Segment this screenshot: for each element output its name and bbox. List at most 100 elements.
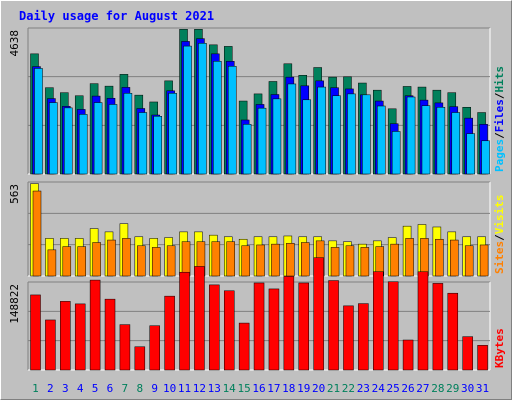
pages-bar — [272, 98, 282, 175]
sites-bar — [32, 190, 42, 277]
kbytes-bar — [60, 301, 71, 371]
pages-bar — [287, 83, 297, 175]
legend-entry: Hits — [493, 66, 506, 93]
x-tick-label: 20 — [312, 382, 325, 395]
pages-bar — [168, 93, 177, 175]
kbytes-bar — [402, 339, 414, 371]
legend-entry: / — [493, 92, 506, 99]
kbytes-bar — [45, 319, 56, 371]
pages-bar — [213, 61, 222, 175]
x-tick-label: 6 — [107, 382, 114, 395]
legend-visits-sites: Sites/Visits — [493, 195, 506, 275]
sites-bar — [151, 247, 161, 277]
x-tick-label: 28 — [431, 382, 444, 395]
sites-bar — [301, 242, 310, 277]
x-tick-label: 9 — [151, 382, 158, 395]
sites-bar — [479, 244, 489, 277]
sites-bar — [405, 238, 414, 277]
x-tick-label: 17 — [267, 382, 280, 395]
x-tick-label: 22 — [342, 382, 355, 395]
sites-bar — [241, 245, 250, 277]
ymax-label-visits-sites: 563 — [8, 184, 21, 204]
x-tick-label: 2 — [47, 382, 54, 395]
sites-bar — [107, 239, 116, 277]
pages-bar — [242, 124, 252, 175]
pages-bar — [123, 93, 133, 175]
sites-bar — [435, 238, 444, 277]
kbytes-bar — [238, 322, 250, 371]
pages-bar — [93, 102, 103, 175]
x-tick-label: 18 — [282, 382, 295, 395]
kbytes-bar — [373, 271, 384, 371]
x-tick-label: 13 — [208, 382, 221, 395]
x-tick-label: 12 — [193, 382, 206, 395]
sites-bar — [226, 241, 235, 277]
sites-bar — [211, 241, 221, 277]
legend-kbytes: KBytes — [493, 328, 506, 368]
kbytes-bar — [313, 257, 324, 371]
legend-entry: Visits — [493, 195, 506, 235]
kbytes-bar — [298, 282, 310, 371]
pages-bar — [257, 107, 267, 175]
kbytes-bar — [462, 336, 473, 371]
x-tick-label: 25 — [387, 382, 400, 395]
sites-bar — [330, 247, 340, 277]
legend-entry: KBytes — [493, 328, 506, 368]
legend-entry: / — [493, 132, 506, 139]
pages-bar — [332, 95, 341, 175]
kbytes-bar — [149, 325, 160, 371]
kbytes-bar — [283, 276, 295, 371]
x-tick-label: 14 — [223, 382, 237, 395]
sites-bar — [92, 242, 101, 277]
kbytes-bar — [30, 294, 41, 371]
x-tick-label: 16 — [252, 382, 265, 395]
kbytes-bar — [253, 282, 265, 371]
legend-entry: Sites — [493, 241, 506, 274]
legend-entry: Pages — [493, 139, 506, 172]
x-tick-label: 24 — [372, 382, 386, 395]
pages-bar — [362, 94, 371, 175]
kbytes-bar — [417, 271, 429, 371]
x-tick-label: 19 — [297, 382, 310, 395]
sites-bar — [345, 245, 355, 277]
x-tick-label: 27 — [416, 382, 429, 395]
sites-bar — [464, 245, 474, 277]
pages-bar — [78, 114, 88, 175]
pages-bar — [64, 107, 73, 175]
kbytes-bar — [387, 281, 399, 371]
kbytes-bar — [209, 284, 220, 371]
sites-bar — [137, 245, 146, 277]
x-tick-label: 31 — [476, 382, 489, 395]
x-tick-label: 11 — [178, 382, 191, 395]
pages-bar — [481, 140, 490, 175]
kbytes-bar — [164, 295, 175, 371]
x-tick-label: 29 — [446, 382, 459, 395]
sites-bar — [62, 246, 72, 277]
kbytes-bar — [89, 279, 101, 371]
x-tick-label: 15 — [237, 382, 250, 395]
legend-hits-files-pages: Pages/Files/Hits — [493, 66, 506, 172]
kbytes-bar — [328, 280, 339, 371]
x-tick-label: 1 — [32, 382, 39, 395]
pages-bar — [406, 96, 416, 175]
sites-bar — [390, 243, 399, 277]
sites-bar — [271, 243, 280, 277]
kbytes-bar — [358, 303, 369, 371]
pages-bar — [138, 112, 148, 175]
x-tick-label: 10 — [163, 382, 176, 395]
kbytes-bar — [223, 290, 235, 371]
x-tick-label: 30 — [461, 382, 474, 395]
pages-bar — [466, 133, 475, 175]
pages-bar — [227, 66, 237, 175]
pages-bar — [317, 86, 326, 175]
x-tick-label: 23 — [357, 382, 370, 395]
sites-bar — [360, 247, 370, 277]
pages-bar — [183, 45, 192, 175]
sites-bar — [122, 238, 131, 277]
chart-title: Daily usage for August 2021 — [19, 9, 215, 23]
legend-entry: Files — [493, 99, 506, 132]
kbytes-bar — [268, 288, 280, 371]
pages-bar — [421, 105, 431, 175]
pages-bar — [49, 102, 58, 175]
pages-bar — [436, 106, 446, 175]
